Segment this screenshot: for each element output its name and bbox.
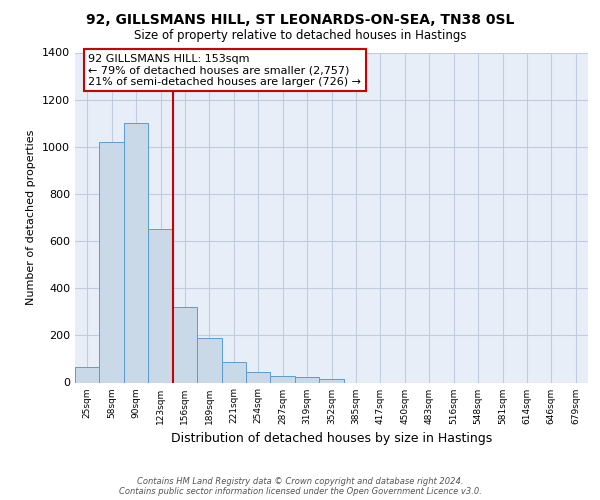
Text: 92 GILLSMANS HILL: 153sqm
← 79% of detached houses are smaller (2,757)
21% of se: 92 GILLSMANS HILL: 153sqm ← 79% of detac… <box>88 54 361 87</box>
Bar <box>100 142 124 382</box>
Bar <box>319 379 344 382</box>
Bar <box>148 230 173 382</box>
Bar <box>197 338 221 382</box>
Text: 92, GILLSMANS HILL, ST LEONARDS-ON-SEA, TN38 0SL: 92, GILLSMANS HILL, ST LEONARDS-ON-SEA, … <box>86 14 514 28</box>
Text: Size of property relative to detached houses in Hastings: Size of property relative to detached ho… <box>134 29 466 42</box>
Bar <box>221 362 246 382</box>
Y-axis label: Number of detached properties: Number of detached properties <box>26 130 37 305</box>
Bar <box>271 376 295 382</box>
Bar <box>295 378 319 382</box>
Text: Contains HM Land Registry data © Crown copyright and database right 2024.
Contai: Contains HM Land Registry data © Crown c… <box>119 476 481 496</box>
X-axis label: Distribution of detached houses by size in Hastings: Distribution of detached houses by size … <box>171 432 492 445</box>
Bar <box>124 123 148 382</box>
Bar <box>246 372 271 382</box>
Bar <box>75 367 100 382</box>
Bar <box>173 307 197 382</box>
